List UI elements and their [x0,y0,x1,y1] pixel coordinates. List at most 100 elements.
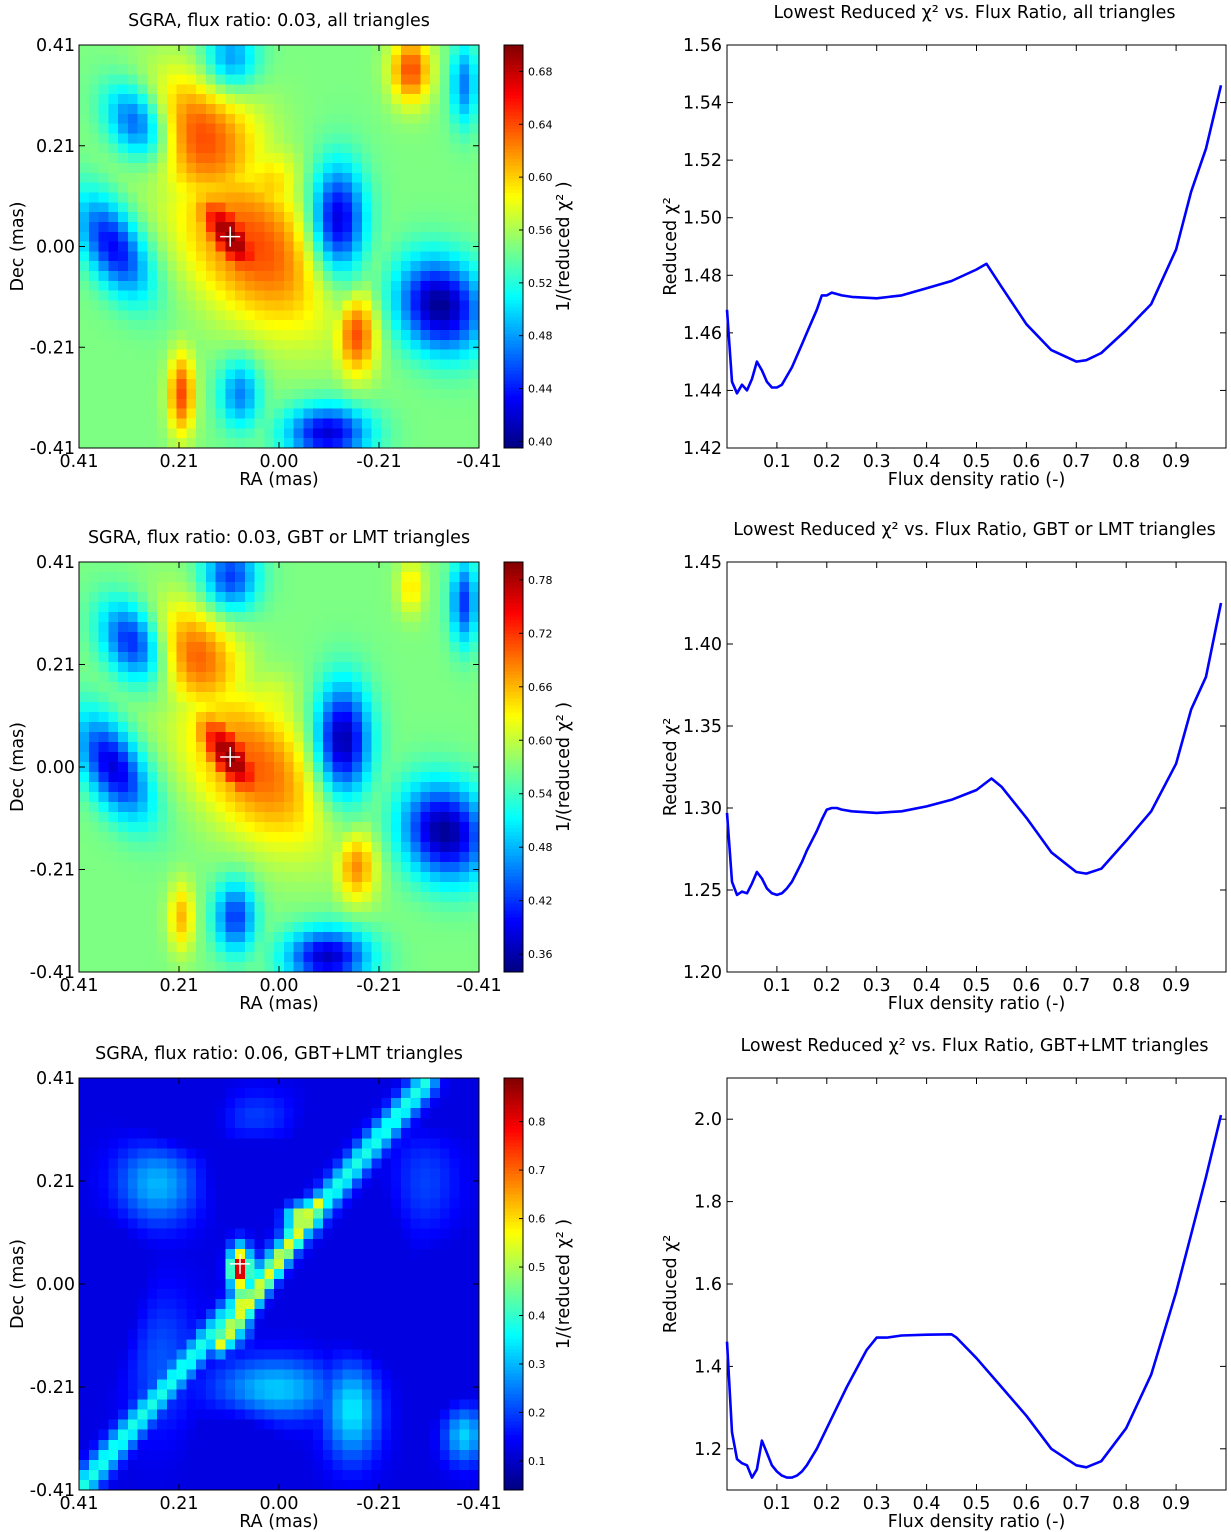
heatmap-cell [98,428,109,439]
heatmap-cell [157,221,168,233]
heatmap-cell [303,612,314,623]
heatmap-cell [361,792,373,803]
heatmap-cell [352,153,363,164]
heatmap-cell [186,772,197,783]
heatmap-cell [303,182,314,194]
heatmap-cell [322,862,334,873]
heatmap-cell [371,123,383,135]
heatmap-cell [439,45,451,56]
heatmap-cell [108,438,119,449]
colorbar-step [504,246,523,251]
heatmap-cell [166,572,178,583]
heatmap-cell [459,672,470,683]
heatmap-cell [244,602,256,613]
heatmap-cell [391,862,402,873]
heatmap-cell [244,1158,256,1170]
heatmap-cell [303,1188,314,1200]
colorbar-step [504,374,523,379]
heatmap-cell [98,902,109,913]
heatmap-cell [342,369,353,380]
heatmap-cell [176,1218,187,1230]
heatmap-cell [352,1158,363,1170]
heatmap-cell [430,310,441,321]
heatmap-cell [322,428,334,439]
heatmap-cell [322,212,334,223]
heatmap-cell [371,290,383,302]
heatmap-cell [391,438,402,449]
heatmap-cell [215,280,226,292]
heatmap-cell [342,1258,353,1270]
heatmap-cell [303,261,314,272]
heatmap-cell [391,300,402,311]
heatmap-cell [118,103,129,115]
heatmap-cell [186,1339,197,1350]
colorbar-step [504,290,523,295]
heatmap-cell [283,912,295,923]
heatmap-cell [352,902,363,913]
heatmap-cell [108,952,119,963]
heatmap-cell [303,1439,314,1451]
heatmap-cell [176,113,187,125]
heatmap-cell [469,662,480,673]
heatmap-cell [118,1399,129,1411]
heatmap-cell [342,1369,353,1381]
heatmap-cell [469,862,480,873]
heatmap-cell [449,782,461,793]
heatmap-cell [332,202,344,213]
heatmap-cell [147,369,158,380]
heatmap-cell [381,762,392,773]
heatmap-cell [400,45,412,56]
heatmap-cell [108,642,119,653]
colorbar-step [504,944,523,949]
heatmap-cell [439,902,451,913]
heatmap-cell [371,942,383,953]
heatmap-cell [235,872,246,883]
heatmap-cell [420,682,431,693]
heatmap-cell [293,1078,304,1089]
heatmap-cell [254,562,265,573]
heatmap-cell [420,822,431,833]
heatmap-cell [313,113,324,125]
heatmap-cell [196,64,207,76]
heatmap-cell [98,1309,109,1320]
heatmap-cell [186,822,197,833]
heatmap-cell [196,389,207,400]
heatmap-cell [420,632,431,643]
heatmap-cell [420,772,431,783]
heatmap-cell [430,231,441,243]
heatmap-cell [293,202,304,213]
heatmap-cell [371,832,383,843]
colorbar-step [504,92,523,96]
heatmap-cell [244,231,256,243]
heatmap-cell [196,1429,207,1441]
colorbar-step [504,333,523,338]
heatmap-panel-1: SGRA, flux ratio: 0.03, all triangles0.4… [8,11,574,490]
heatmap-cell [118,172,129,184]
heatmap-cell [166,1158,178,1170]
heatmap-cell [88,1289,100,1300]
heatmap-cell [225,872,236,883]
heatmap-cell [391,94,402,105]
heatmap-cell [166,862,178,873]
heatmap-cell [157,202,168,213]
heatmap-cell [469,123,480,135]
heatmap-cell [186,1469,197,1481]
heatmap-cell [98,1419,109,1431]
heatmap-cell [342,612,353,623]
heatmap-cell [264,662,275,673]
heatmap-cell [244,752,256,763]
heatmap-cell [352,1268,363,1280]
heatmap-cell [303,582,314,593]
colorbar-step [504,913,523,918]
colorbar-step [504,644,523,649]
colorbar-step [504,671,523,676]
heatmap-cell [166,822,178,833]
heatmap-cell [342,632,353,643]
heatmap-cell [176,852,187,863]
colorbar-step [504,360,523,365]
heatmap-cell [186,1389,197,1401]
heatmap-cell [459,712,470,723]
heatmap-cell [186,359,197,370]
colorbar-step [504,266,523,271]
heatmap-cell [235,359,246,370]
